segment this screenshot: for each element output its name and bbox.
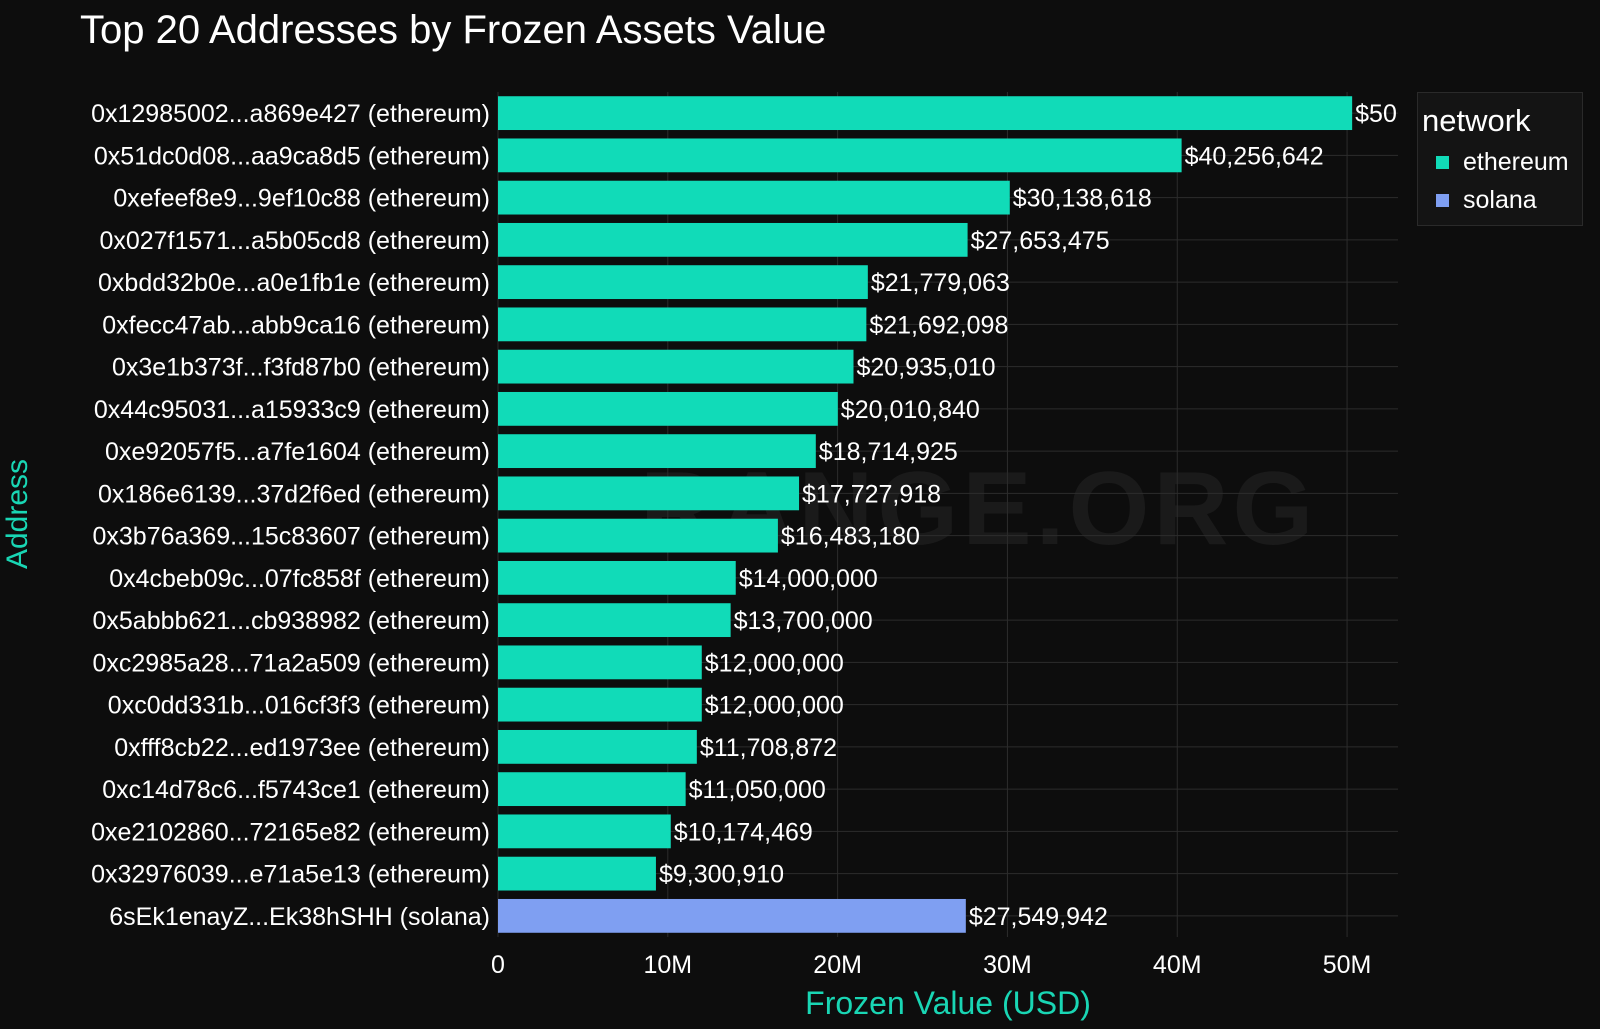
bar-value-label: $9,300,910 (659, 861, 784, 889)
y-tick-label: 0x32976039...e71a5e13 (ethereum) (91, 861, 490, 889)
y-tick-label: 0x3b76a369...15c83607 (ethereum) (92, 523, 490, 551)
bar-value-label: $20,010,840 (841, 396, 980, 424)
bar-ethereum (498, 265, 868, 300)
bar-ethereum (498, 96, 1353, 131)
bar-value-label: $17,727,918 (802, 480, 941, 508)
legend-swatch-solana (1436, 193, 1449, 207)
bar-ethereum (498, 687, 702, 722)
legend: network ethereum solana (1417, 92, 1583, 226)
x-axis-label: Frozen Value (USD) (805, 985, 1091, 1021)
bar-ethereum (498, 645, 702, 680)
bar-ethereum (498, 814, 671, 849)
bar-value-label: $13,700,000 (734, 607, 873, 635)
x-tick-label: 20M (813, 951, 862, 979)
y-tick-label: 0x027f1571...a5b05cd8 (ethereum) (99, 227, 490, 255)
y-tick-label: 0xfecc47ab...abb9ca16 (ethereum) (102, 311, 490, 339)
x-tick-label: 30M (983, 951, 1032, 979)
y-tick-label: 0xefeef8e9...9ef10c88 (ethereum) (113, 185, 490, 213)
y-tick-label: 0xe92057f5...a7fe1604 (ethereum) (105, 438, 490, 466)
bar-ethereum (498, 180, 1010, 215)
bar-value-label: $50 (1355, 100, 1397, 128)
bar-ethereum (498, 518, 778, 553)
bar-value-label: $21,779,063 (871, 269, 1010, 297)
y-tick-label: 0xc0dd331b...016cf3f3 (ethereum) (108, 692, 490, 720)
bar-ethereum (498, 772, 686, 807)
data-labels: $50 $40,256,642 $30,138,618 $27,653,475 $21,… (659, 100, 1397, 931)
x-tick-label: 0 (491, 951, 505, 979)
bar-value-label: $40,256,642 (1185, 142, 1324, 170)
bar-ethereum (498, 434, 816, 469)
y-axis-label: Address (1, 458, 34, 570)
bar-ethereum (498, 856, 656, 891)
chart-title: Top 20 Addresses by Frozen Assets Value (80, 8, 827, 52)
bars (498, 96, 1353, 933)
bar-value-label: $30,138,618 (1013, 185, 1152, 213)
bar-ethereum (498, 560, 736, 595)
bar-value-label: $11,708,872 (700, 734, 837, 762)
y-tick-label: 0xc2985a28...71a2a509 (ethereum) (92, 649, 490, 677)
bar-value-label: $16,483,180 (781, 523, 920, 551)
y-tick-label: 0xfff8cb22...ed1973ee (ethereum) (114, 734, 490, 762)
grid-lines (497, 92, 1398, 937)
y-tick-label: 0x44c95031...a15933c9 (ethereum) (94, 396, 490, 424)
plot-area (498, 92, 1398, 937)
y-tick-label: 0x186e6139...37d2f6ed (ethereum) (98, 480, 490, 508)
bar-solana (498, 898, 966, 933)
legend-label-solana: solana (1463, 185, 1537, 214)
bar-ethereum (498, 307, 867, 342)
bar-value-label: $27,549,942 (969, 903, 1108, 931)
legend-item-ethereum[interactable]: ethereum (1422, 143, 1578, 181)
legend-item-solana[interactable]: solana (1422, 181, 1578, 219)
x-tick-label: 40M (1153, 951, 1202, 979)
y-tick-label: 0x51dc0d08...aa9ca8d5 (ethereum) (94, 142, 490, 170)
x-tick-label: 50M (1323, 951, 1372, 979)
bar-value-label: $11,050,000 (689, 776, 826, 804)
legend-label-ethereum: ethereum (1463, 147, 1569, 176)
bar-ethereum (498, 222, 968, 257)
y-tick-label: 6sEk1enayZ...Ek38hSHH (solana) (109, 903, 490, 931)
bar-ethereum (498, 729, 697, 764)
y-tick-label: 0x5abbb621...cb938982 (ethereum) (92, 607, 490, 635)
y-tick-label: 0x3e1b373f...f3fd87b0 (ethereum) (112, 354, 490, 382)
x-tick-label: 10M (643, 951, 692, 979)
bar-value-label: $12,000,000 (705, 692, 844, 720)
bar-ethereum (498, 603, 731, 638)
bar-ethereum (498, 391, 838, 426)
bar-value-label: $27,653,475 (971, 227, 1110, 255)
legend-swatch-ethereum (1436, 155, 1449, 169)
bar-value-label: $14,000,000 (739, 565, 878, 593)
y-tick-label: 0xbdd32b0e...a0e1fb1e (ethereum) (98, 269, 490, 297)
y-tick-labels: 0x12985002...a869e427 (ethereum) 0x51dc0d… (91, 100, 490, 931)
bar-value-label: $20,935,010 (857, 354, 996, 382)
y-tick-label: 0x4cbeb09c...07fc858f (ethereum) (109, 565, 490, 593)
legend-title: network (1422, 103, 1531, 138)
bar-ethereum (498, 138, 1182, 173)
y-tick-label: 0x12985002...a869e427 (ethereum) (91, 100, 490, 128)
bar-value-label: $10,174,469 (674, 818, 813, 846)
bar-value-label: $12,000,000 (705, 649, 844, 677)
bar-ethereum (498, 476, 800, 511)
y-tick-label: 0xc14d78c6...f5743ce1 (ethereum) (102, 776, 490, 804)
x-tick-labels: 0 10M 20M 30M 40M 50M (491, 951, 1371, 979)
bar-value-label: $18,714,925 (819, 438, 958, 466)
bar-value-label: $21,692,098 (869, 311, 1008, 339)
bar-ethereum (498, 349, 854, 384)
y-tick-label: 0xe2102860...72165e82 (ethereum) (91, 818, 490, 846)
